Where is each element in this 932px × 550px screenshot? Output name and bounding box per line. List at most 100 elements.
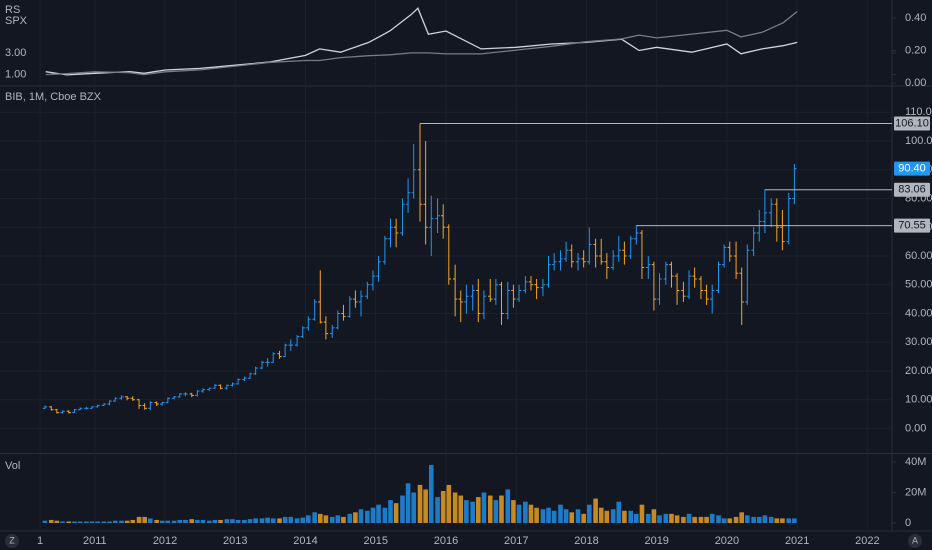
volume-bar [452, 492, 458, 523]
volume-bar [698, 516, 704, 523]
volume-bar [270, 518, 276, 523]
volume-bar [674, 515, 680, 523]
button-label[interactable]: A [912, 535, 918, 545]
volume-bar [733, 516, 739, 523]
volume-bar [365, 510, 370, 523]
volume-bar [709, 513, 715, 523]
volume-bar [575, 509, 581, 523]
volume-bar [119, 520, 124, 523]
y-tick-label: 0.00 [905, 422, 926, 434]
volume-bar [54, 520, 60, 523]
volume-bar [376, 504, 381, 523]
button[interactable] [908, 534, 922, 548]
volume-bar [739, 512, 744, 523]
volume-bar [195, 519, 200, 523]
line-series [45, 10, 798, 76]
x-tick-label: 2020 [715, 535, 739, 547]
volume-bar [751, 516, 756, 523]
volume-bar [563, 509, 569, 523]
volume-bar [774, 518, 780, 523]
x-tick-label: 2018 [574, 535, 598, 547]
volume-bar [212, 519, 218, 523]
volume-bar [148, 518, 153, 523]
volume-bar [130, 519, 136, 523]
price-label-box [894, 161, 930, 176]
legend-entry: SPX [5, 15, 28, 27]
volume-bar [481, 492, 487, 523]
volume-bar [476, 497, 481, 523]
volume-bar [581, 513, 586, 523]
volume-bar [528, 504, 534, 523]
volume-bar [317, 513, 323, 523]
volume-bar [235, 519, 241, 523]
y-tick-label: 20M [905, 486, 926, 498]
volume-bar [786, 518, 792, 523]
volume-bar [721, 518, 727, 523]
volume-bar [207, 520, 212, 523]
volume-bar [446, 484, 452, 523]
volume-bar [616, 501, 622, 523]
volume-bar [551, 510, 557, 523]
volume-bar [388, 500, 393, 523]
volume-bar [569, 512, 575, 523]
labels: RS SPX BIB, 1M, Cboe BZX Vol Z A 1.00 3.0… [5, 4, 932, 548]
volume-bar [686, 513, 692, 523]
marks [42, 7, 892, 523]
volume-bar [745, 515, 750, 523]
price-label: 70.55 [898, 220, 926, 232]
volume-bar [183, 519, 188, 523]
y-tick-label: 0.20 [905, 44, 926, 56]
volume-bar [610, 509, 616, 523]
volume-bar [523, 501, 528, 523]
x-tick-label: 2013 [223, 535, 247, 547]
button-label[interactable]: Z [9, 535, 15, 545]
volume-bar [727, 518, 733, 523]
volume-bar [598, 507, 604, 523]
price-label-box [894, 182, 930, 197]
volume-bar [177, 519, 183, 523]
volume-bar [639, 504, 645, 523]
volume-bar [645, 513, 651, 523]
x-tick-label: 2019 [644, 535, 668, 547]
y-tick-label: 3.00 [5, 47, 26, 59]
price-label-box [894, 218, 930, 233]
volume-bar [411, 492, 416, 523]
volume-bar [165, 520, 171, 523]
volume-bar [42, 520, 48, 523]
volume-bar [329, 516, 335, 523]
volume-bar [716, 515, 721, 523]
volume-bar [159, 520, 165, 523]
volume-bar [259, 518, 265, 523]
volume-bar [335, 515, 341, 523]
volume-bar [66, 521, 72, 523]
volume-bar [534, 507, 539, 523]
x-tick-label: 2011 [83, 535, 107, 547]
volume-bar [458, 495, 464, 523]
volume-bar [423, 489, 428, 523]
volume-bar [768, 516, 774, 523]
x-tick-label: 2022 [855, 535, 879, 547]
volume-bar [84, 521, 89, 523]
y-tick-label: 60.00 [905, 250, 932, 262]
volume-bar [60, 521, 65, 523]
y-tick-label: 100.00 [905, 135, 932, 147]
volume-bar [95, 521, 100, 523]
volume-bar [247, 519, 253, 523]
volume-bar [142, 516, 147, 523]
x-tick-label: 2014 [293, 535, 317, 547]
y-tick-label: 40.00 [905, 307, 932, 319]
volume-bar [200, 519, 206, 523]
volume-bar [136, 516, 142, 523]
volume-bar [306, 515, 311, 523]
volume-bar [511, 500, 516, 523]
volume-bar [669, 513, 674, 523]
volume-bar [516, 504, 522, 523]
volume-bar [107, 521, 112, 523]
button[interactable] [5, 534, 19, 548]
volume-bar [370, 507, 376, 523]
volume-bar [435, 497, 440, 523]
volume-bar [218, 519, 223, 523]
volume-bar [417, 484, 423, 523]
